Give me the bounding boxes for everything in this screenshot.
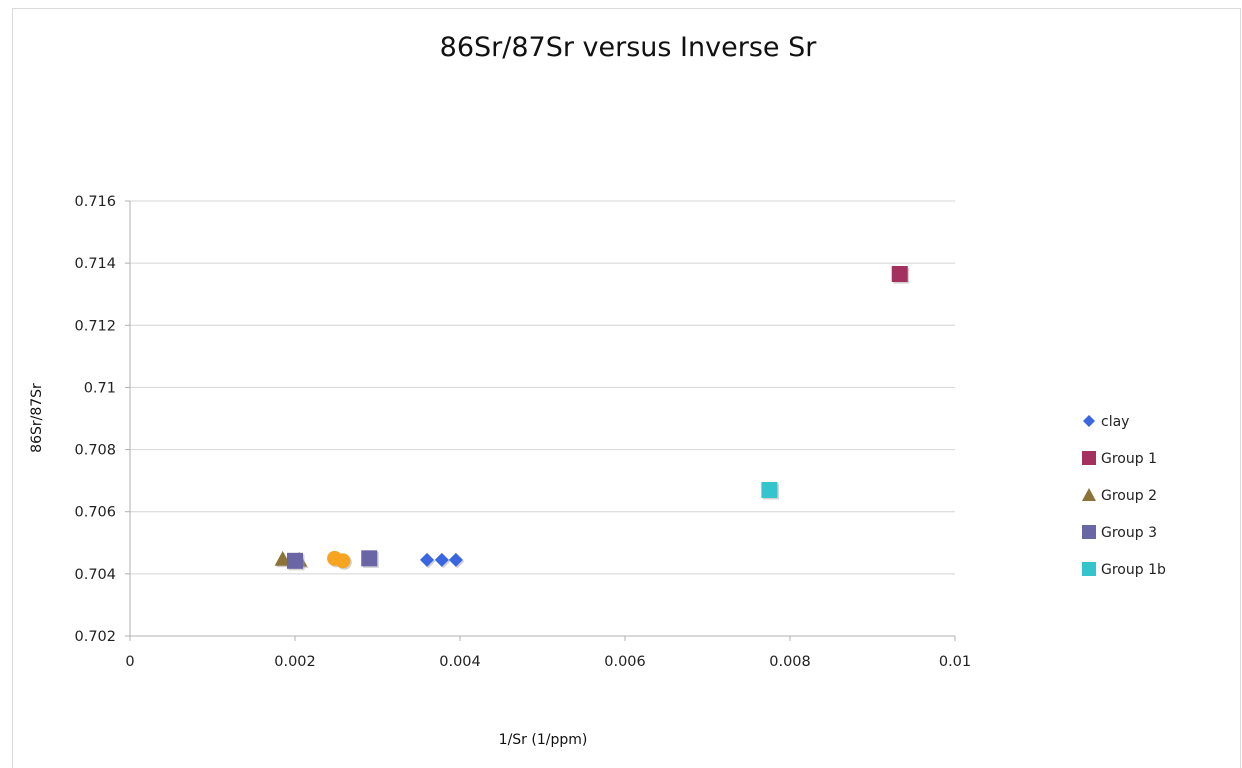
- y-tick-label: 0.712: [74, 318, 116, 334]
- x-tick-label: 0.006: [604, 654, 646, 670]
- chart-title: 86Sr/87Sr versus Inverse Sr: [440, 32, 818, 63]
- x-tick-label: 0.01: [939, 654, 971, 670]
- grid-lines: [130, 200, 955, 637]
- legend-marker: [1082, 562, 1096, 576]
- legend-label: Group 2: [1101, 488, 1157, 504]
- legend-marker: [1082, 451, 1096, 465]
- y-tick-label: 0.708: [74, 443, 116, 459]
- scatter-chart: 86Sr/87Sr versus Inverse Sr 0.7020.7040.…: [29, 32, 1166, 748]
- legend-label: Group 3: [1101, 525, 1157, 541]
- legend-marker: [1082, 488, 1096, 501]
- data-point: [274, 550, 291, 566]
- x-tick-label: 0.004: [439, 654, 481, 670]
- axes: [125, 200, 956, 641]
- data-point: [287, 552, 303, 569]
- data-point: [420, 552, 434, 567]
- data-point: [448, 552, 463, 567]
- data-points: [274, 266, 910, 571]
- y-tick-label: 0.704: [74, 567, 116, 583]
- y-tick-label: 0.706: [74, 505, 116, 521]
- y-tick-label: 0.716: [74, 194, 116, 210]
- legend-label: Group 1: [1101, 451, 1157, 467]
- x-tick-labels: 0 0.002 0.004 0.006 0.008 0.01: [125, 654, 971, 670]
- legend-marker: [1083, 415, 1095, 427]
- x-tick-label: 0.002: [274, 654, 316, 670]
- y-tick-labels: 0.702 0.704 0.706 0.708 0.71 0.712 0.714 0.716: [74, 194, 116, 645]
- chart-frame: [12, 8, 1241, 768]
- legend-label: clay: [1101, 414, 1129, 430]
- y-tick-label: 0.714: [74, 256, 116, 272]
- y-tick-label: 0.71: [84, 380, 116, 396]
- x-tick-label: 0.008: [769, 654, 811, 670]
- legend-marker: [1082, 525, 1096, 539]
- data-point: [434, 552, 449, 567]
- legend: clay Group 1 Group 2 Group 3 Group 1b: [1082, 414, 1166, 578]
- data-point: [761, 481, 778, 498]
- y-tick-label: 0.702: [74, 629, 116, 645]
- legend-label: Group 1b: [1101, 562, 1166, 578]
- data-point: [891, 266, 908, 283]
- data-point: [335, 553, 351, 569]
- x-axis-title: 1/Sr (1/ppm): [499, 732, 588, 748]
- x-tick-label: 0: [125, 654, 134, 670]
- y-axis-title: 86Sr/87Sr: [29, 383, 45, 453]
- data-point: [361, 550, 378, 567]
